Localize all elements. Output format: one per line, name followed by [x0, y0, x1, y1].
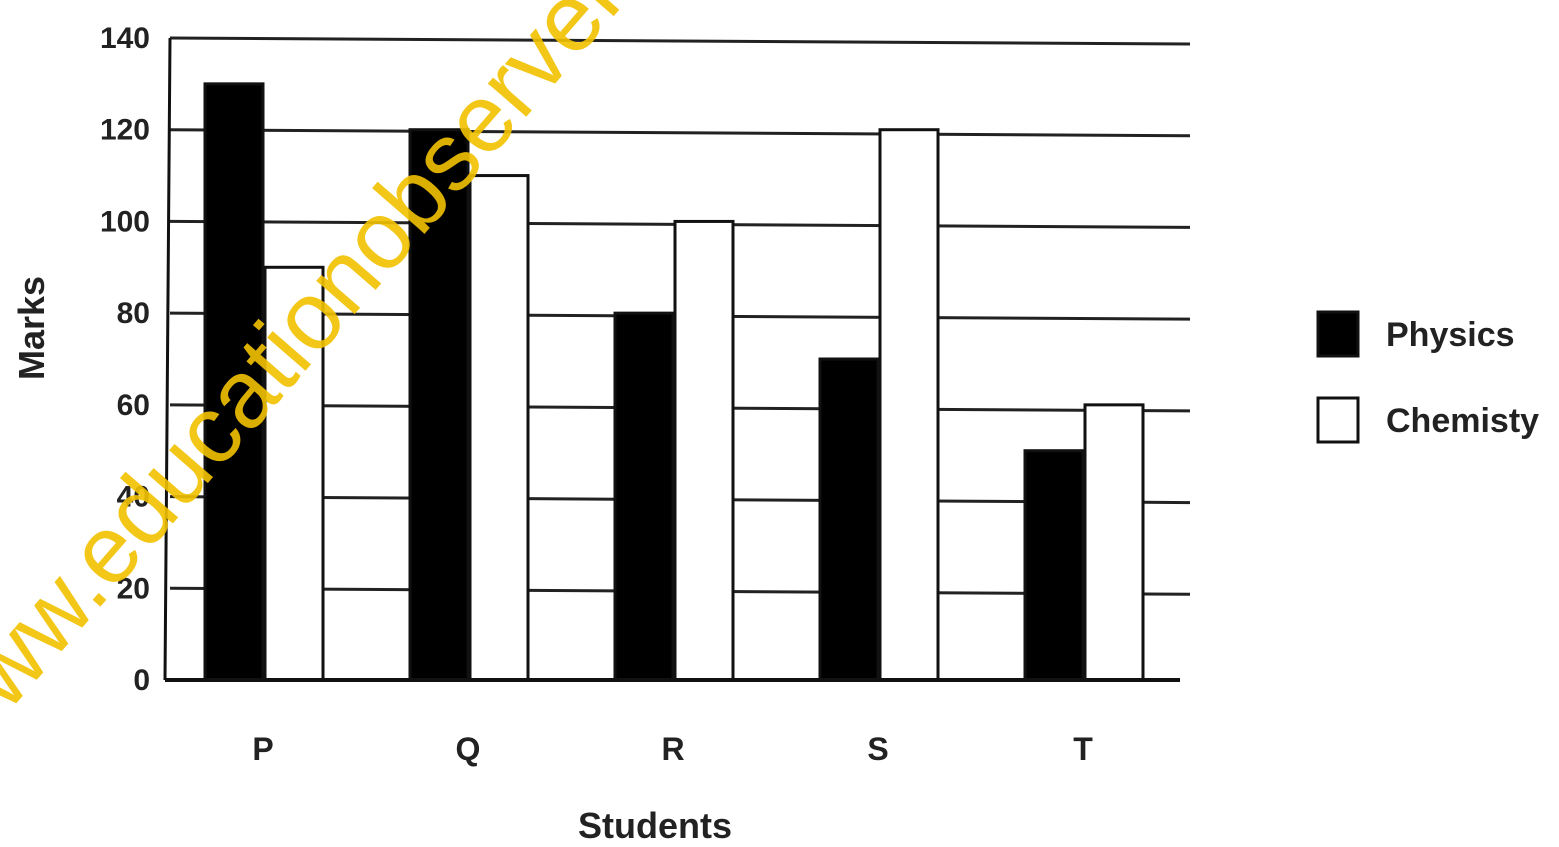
y-tick-label: 40: [117, 481, 150, 514]
y-tick-label: 80: [117, 297, 150, 330]
gridline: [169, 36, 1191, 46]
bar-chemisty-r: [673, 219, 735, 682]
y-tick-label: 120: [100, 114, 150, 147]
gridline: [169, 128, 1191, 138]
y-axis-line: [163, 37, 172, 681]
y-tick-label: 20: [117, 572, 150, 605]
y-tick-label: 140: [100, 22, 150, 55]
y-axis-title: Marks: [11, 276, 52, 380]
bar-physics-t: [1023, 449, 1085, 682]
y-tick-labels: 0 20 40 60 80 100 120 140: [100, 22, 150, 697]
y-tick-label: 0: [133, 664, 150, 697]
x-tick-label: Q: [456, 731, 481, 767]
x-tick-label: T: [1073, 731, 1093, 767]
bar-chemisty-s: [878, 128, 940, 682]
bars: [203, 82, 1145, 682]
y-tick-label: 100: [100, 205, 150, 238]
bar-physics-s: [818, 357, 880, 682]
bar-physics-q: [408, 128, 470, 682]
bar-chemisty-t: [1083, 403, 1145, 682]
x-tick-label: S: [867, 731, 888, 767]
bar-physics-r: [613, 311, 675, 682]
x-axis-title: Students: [578, 805, 732, 846]
y-tick-label: 60: [117, 389, 150, 422]
bar-chemisty-q: [468, 174, 530, 682]
legend-swatch-chemisty: [1316, 396, 1360, 444]
x-tick-labels: P Q R S T: [252, 731, 1093, 767]
x-tick-label: R: [661, 731, 684, 767]
bar-chemisty-p: [263, 265, 325, 682]
legend-label-chemisty: Chemisty: [1386, 402, 1539, 440]
legend: Physics Chemisty: [1316, 310, 1539, 444]
x-tick-label: P: [252, 731, 273, 767]
legend-swatch-physics: [1316, 310, 1360, 358]
legend-label-physics: Physics: [1386, 316, 1515, 354]
